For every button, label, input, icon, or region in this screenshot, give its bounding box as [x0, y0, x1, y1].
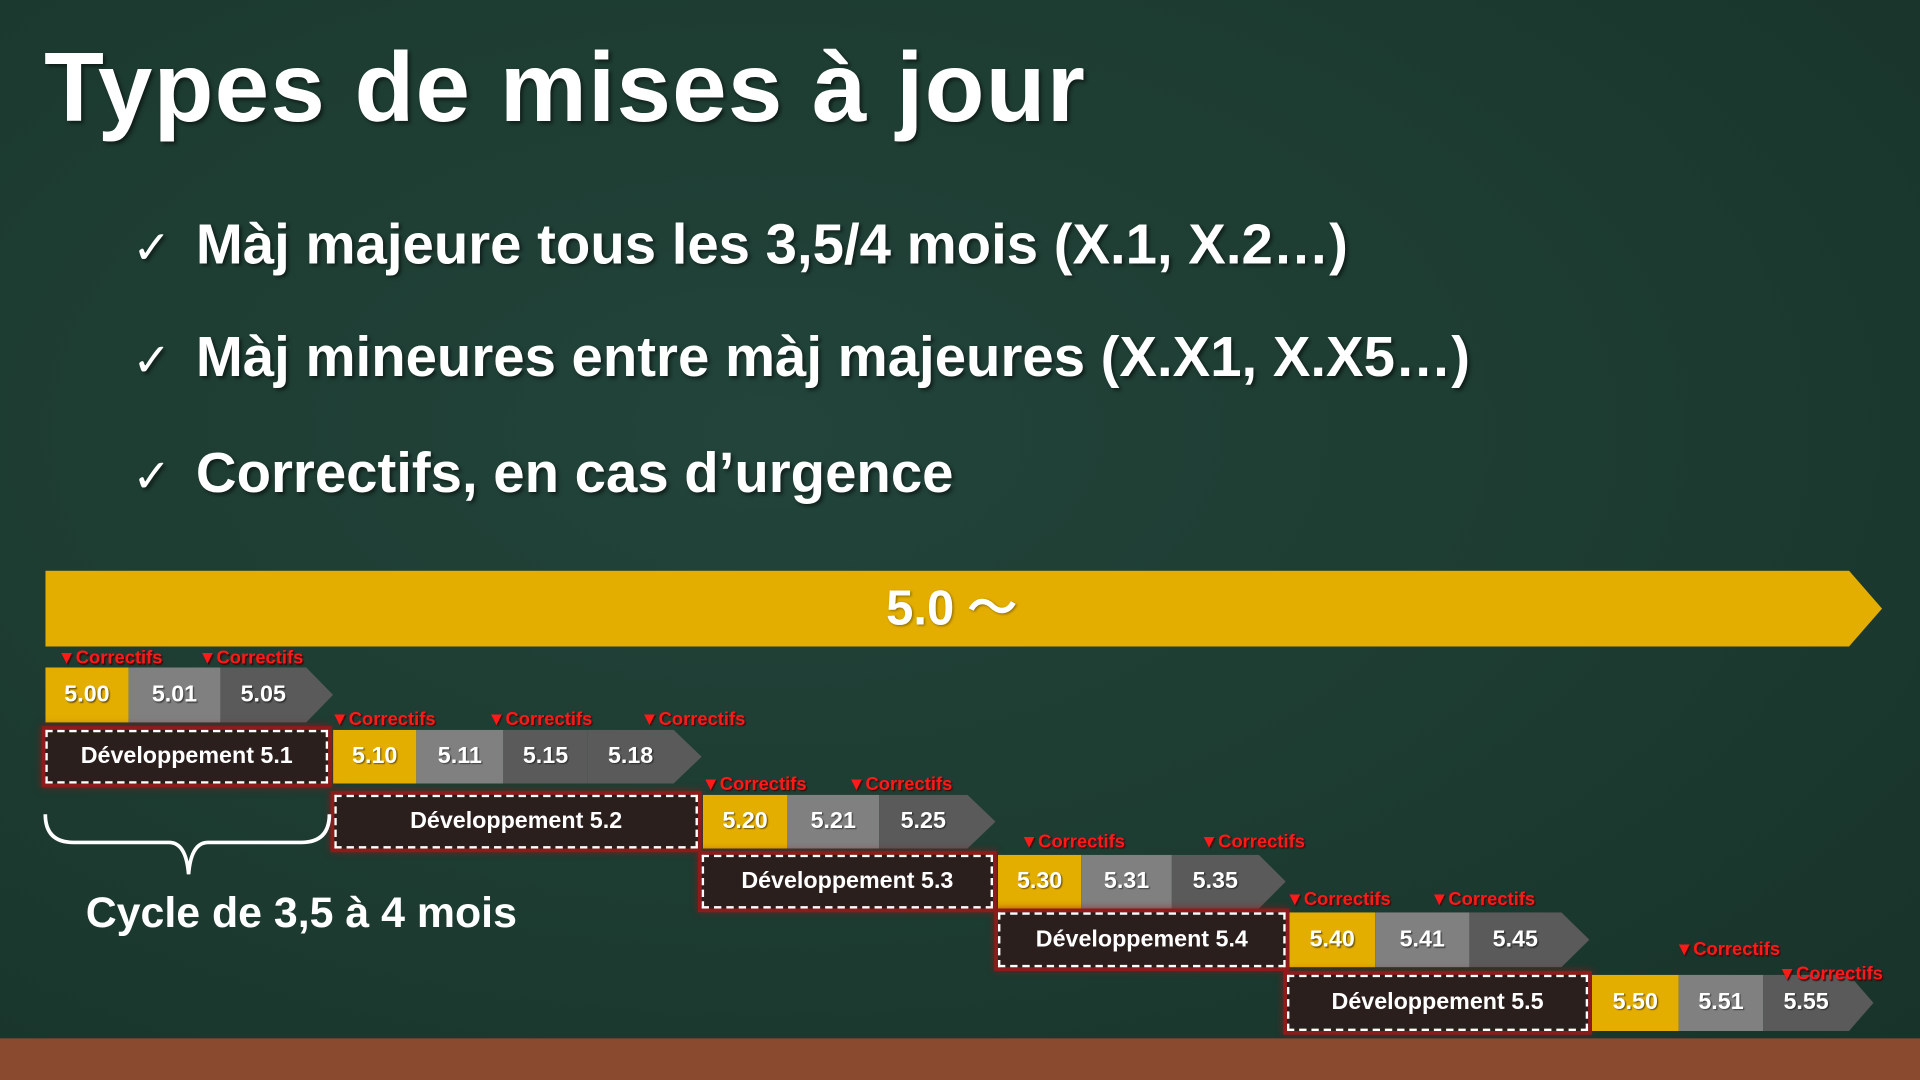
main-version-arrow [45, 570, 1883, 647]
minor-version: 5.11 [416, 729, 504, 784]
version-chain: 5.10 5.11 5.15 5.18 [333, 729, 702, 784]
correctifs-marker: ▼Correctifs [1675, 939, 1781, 961]
correctifs-marker: ▼Correctifs [1285, 888, 1391, 910]
bullet-correctifs: ✓ Correctifs, en cas d’urgence [132, 440, 953, 506]
correctifs-marker: ▼Correctifs [487, 708, 593, 730]
version-chain: 5.50 5.51 5.55 [1591, 974, 1874, 1032]
correctifs-marker: ▼Correctifs [1020, 831, 1125, 853]
major-version: 5.40 [1289, 912, 1376, 968]
major-version: 5.30 [997, 854, 1082, 909]
bullet-text: Màj majeure tous les 3,5/4 mois (X.1, X.… [195, 211, 1348, 276]
bullet-minor: ✓ Màj mineures entre màj majeures (X.X1, … [132, 323, 1470, 389]
minor-version: 5.41 [1375, 912, 1470, 968]
correctifs-marker: ▼Correctifs [1200, 831, 1305, 853]
checkmark-icon: ✓ [132, 449, 172, 504]
major-version: 5.00 [45, 667, 129, 723]
patch-version: 5.05 [220, 667, 334, 723]
correctifs-marker: ▼Correctifs [198, 647, 304, 669]
development-box: Développement 5.4 [994, 908, 1290, 972]
version-chain: 5.00 5.01 5.05 [45, 667, 334, 723]
version-chain: 5.40 5.41 5.45 [1289, 912, 1590, 968]
bullet-text: Correctifs, en cas d’urgence [195, 440, 954, 505]
checkmark-icon: ✓ [132, 220, 172, 275]
correctifs-marker: ▼Correctifs [1430, 888, 1536, 910]
major-version: 5.10 [333, 729, 417, 784]
major-version: 5.20 [702, 794, 788, 849]
development-box: Développement 5.3 [697, 851, 997, 913]
minor-version: 5.31 [1081, 854, 1172, 909]
development-box: Développement 5.2 [330, 791, 702, 853]
patch-version: 5.35 [1171, 854, 1286, 909]
cycle-label: Cycle de 3,5 à 4 mois [85, 888, 517, 937]
patch-version: 5.15 [503, 729, 588, 784]
minor-version: 5.21 [787, 794, 880, 849]
patch-version: 5.18 [587, 729, 702, 784]
main-version-label: 5.0 ～ [886, 581, 1017, 636]
correctifs-marker: ▼Correctifs [57, 647, 163, 669]
major-version: 5.50 [1591, 974, 1679, 1032]
minor-version: 5.51 [1678, 974, 1764, 1032]
slide-title: Types de mises à jour [44, 33, 1087, 143]
bullet-major: ✓ Màj majeure tous les 3,5/4 mois (X.1, X… [132, 211, 1348, 277]
bullet-text: Màj mineures entre màj majeures (X.X1, X… [195, 324, 1471, 389]
correctifs-marker: ▼Correctifs [640, 708, 746, 730]
ground-strip [0, 1038, 1920, 1080]
development-box: Développement 5.1 [41, 726, 332, 788]
version-chain: 5.20 5.21 5.25 [702, 794, 996, 849]
patch-version: 5.25 [879, 794, 996, 849]
correctifs-marker: ▼Correctifs [330, 708, 436, 730]
version-chain: 5.30 5.31 5.35 [997, 854, 1286, 909]
correctifs-marker: ▼Correctifs [701, 773, 807, 795]
correctifs-marker: ▼Correctifs [1777, 963, 1883, 985]
minor-version: 5.01 [128, 667, 221, 723]
development-box: Développement 5.5 [1283, 971, 1592, 1035]
brace-icon [43, 814, 332, 875]
checkmark-icon: ✓ [132, 333, 172, 387]
patch-version: 5.45 [1469, 912, 1590, 968]
patch-version: 5.55 [1763, 974, 1874, 1032]
correctifs-marker: ▼Correctifs [847, 773, 953, 795]
